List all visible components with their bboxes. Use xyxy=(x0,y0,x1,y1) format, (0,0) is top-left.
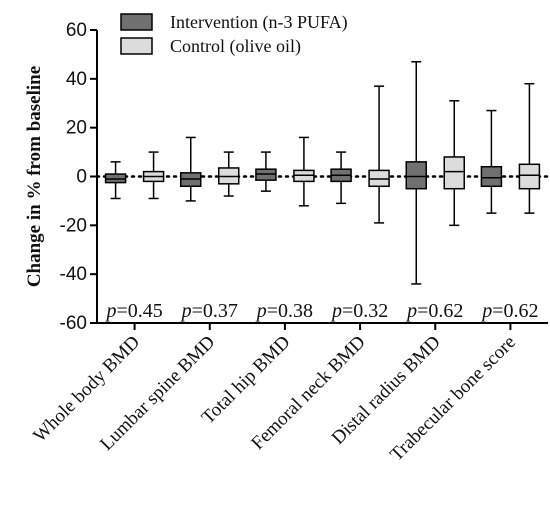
box-intervention xyxy=(255,151,277,192)
box-intervention xyxy=(180,136,202,202)
box-iqr xyxy=(405,161,427,190)
y-axis-label: Change in % from baseline xyxy=(24,66,45,287)
box-control xyxy=(293,136,315,207)
p-value-label: p=0.45 xyxy=(104,300,162,322)
y-tick-label: 20 xyxy=(66,118,87,139)
p-value-label: p=0.37 xyxy=(180,300,238,322)
box-iqr xyxy=(480,165,503,188)
y-tick-label: -60 xyxy=(60,313,87,334)
y-tick-label: 40 xyxy=(66,69,87,90)
y-axis: -60 -40 -20 0 20 40 60 xyxy=(60,20,98,334)
box-intervention xyxy=(330,151,352,205)
box-control xyxy=(368,85,390,224)
box-control xyxy=(518,82,541,214)
legend-label: Control (olive oil) xyxy=(170,36,301,57)
legend: Intervention (n-3 PUFA) Control (olive oi… xyxy=(120,12,348,57)
y-tick-label: 60 xyxy=(66,20,87,41)
box-iqr xyxy=(518,163,541,190)
boxes xyxy=(104,60,541,285)
category-label: Trabecular bone score xyxy=(386,332,520,466)
x-axis xyxy=(97,322,548,330)
y-tick-label: -20 xyxy=(60,215,87,236)
box-control xyxy=(443,100,465,227)
box-control xyxy=(142,151,165,200)
box-intervention xyxy=(104,161,127,200)
box-intervention xyxy=(480,109,503,214)
y-tick-label: 0 xyxy=(76,167,87,188)
legend-swatch xyxy=(120,13,153,31)
p-value-label: p=0.38 xyxy=(255,300,313,322)
legend-label: Intervention (n-3 PUFA) xyxy=(170,12,348,33)
box-control xyxy=(218,151,240,197)
y-tick-label: -40 xyxy=(60,264,87,285)
box-iqr xyxy=(443,156,465,190)
box-intervention xyxy=(405,60,427,285)
legend-swatch xyxy=(120,37,153,55)
p-value-label: p=0.62 xyxy=(405,300,463,322)
p-value-label: p=0.32 xyxy=(330,300,388,322)
p-value-annotations: p=0.45 p=0.37 p=0.38 p=0.32 p=0.62 p=0.62 xyxy=(104,300,538,322)
p-value-label: p=0.62 xyxy=(480,300,538,322)
